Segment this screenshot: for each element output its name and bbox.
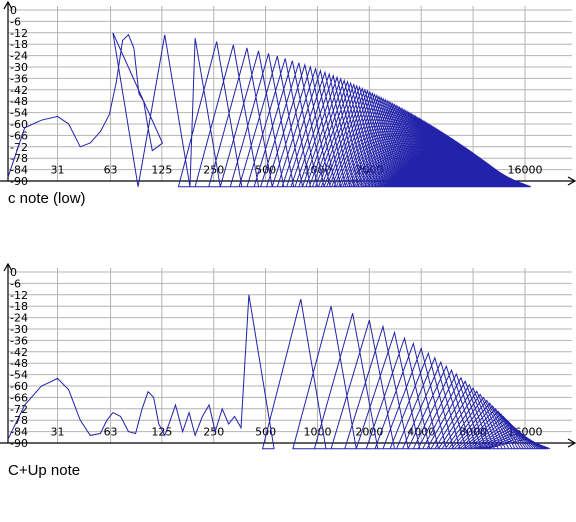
y-tick-label: -18 xyxy=(10,38,28,51)
y-tick-label: -60 xyxy=(10,380,28,393)
y-axis-arrow xyxy=(3,0,13,10)
y-tick-label: -84 xyxy=(10,164,28,177)
y-tick-label: -30 xyxy=(10,61,28,74)
y-tick-label: -24 xyxy=(10,50,28,63)
x-tick-label: 1000 xyxy=(303,426,331,439)
x-axis-arrow xyxy=(567,438,576,448)
y-tick-label: -6 xyxy=(10,277,21,290)
x-tick-label: 125 xyxy=(151,426,172,439)
y-tick-label: -72 xyxy=(10,141,28,154)
chart-caption-cup: C+Up note xyxy=(8,462,81,479)
y-tick-label: 0 xyxy=(10,4,17,17)
y-tick-label: -66 xyxy=(10,391,28,404)
y-tick-label: -42 xyxy=(10,84,28,97)
x-tick-label: 31 xyxy=(50,426,64,439)
y-tick-label: -36 xyxy=(10,72,28,85)
y-tick-label: -12 xyxy=(10,289,28,302)
y-tick-label: -54 xyxy=(10,369,28,382)
spectrum-chart-cup: 0-6-12-18-24-30-36-42-48-54-60-66-72-78-… xyxy=(0,262,576,450)
y-tick-label: -72 xyxy=(10,403,28,416)
y-tick-label: -12 xyxy=(10,27,28,40)
y-tick-label: -18 xyxy=(10,300,28,313)
y-axis-arrow xyxy=(3,262,13,272)
spectrum-chart-low: 0-6-12-18-24-30-36-42-48-54-60-66-72-78-… xyxy=(0,0,576,188)
x-tick-label: 63 xyxy=(104,164,118,177)
y-tick-label: -78 xyxy=(10,414,28,427)
y-tick-label: -24 xyxy=(10,312,28,325)
x-tick-label: 16000 xyxy=(507,164,542,177)
y-tick-label: 0 xyxy=(10,266,17,279)
chart-caption-low: c note (low) xyxy=(8,190,86,207)
y-tick-label: -30 xyxy=(10,323,28,336)
x-tick-label: 63 xyxy=(104,426,118,439)
x-tick-label: 31 xyxy=(50,164,64,177)
y-tick-label: -42 xyxy=(10,346,28,359)
y-tick-label: -78 xyxy=(10,152,28,165)
y-tick-label: -54 xyxy=(10,107,28,120)
y-tick-label: -36 xyxy=(10,334,28,347)
y-tick-label: -48 xyxy=(10,95,28,108)
y-tick-label: -60 xyxy=(10,118,28,131)
spectrum-series-line xyxy=(7,32,531,188)
x-tick-label: 250 xyxy=(203,426,224,439)
x-axis-arrow xyxy=(567,176,576,186)
spectrum-series-line xyxy=(7,294,551,450)
y-tick-label: -6 xyxy=(10,15,21,28)
y-tick-label: -48 xyxy=(10,357,28,370)
x-tick-label: 125 xyxy=(151,164,172,177)
y-tick-label: -84 xyxy=(10,426,28,439)
